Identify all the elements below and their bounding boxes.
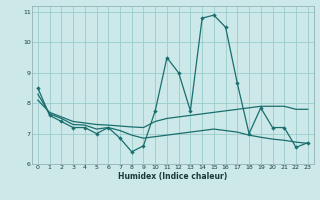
X-axis label: Humidex (Indice chaleur): Humidex (Indice chaleur) — [118, 172, 228, 181]
